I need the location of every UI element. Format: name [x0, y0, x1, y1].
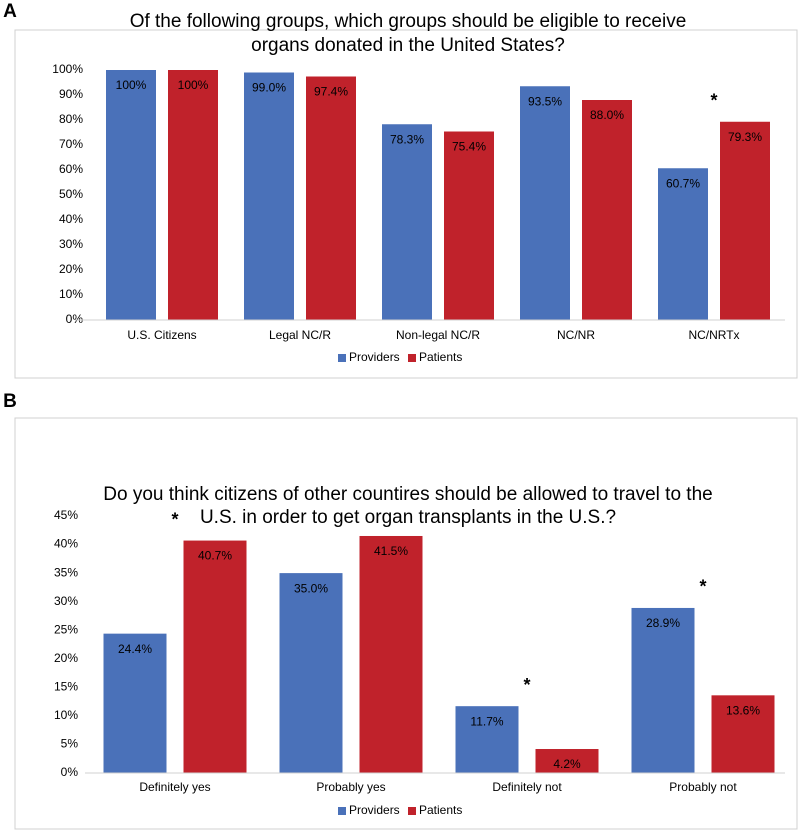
legend-label: Patients: [419, 350, 462, 364]
data-label: 100%: [116, 78, 147, 92]
legend-swatch: [338, 807, 346, 815]
data-label: 41.5%: [374, 544, 408, 558]
y-tick-label: 90%: [59, 87, 83, 101]
x-tick-label: NC/NRTx: [688, 328, 739, 342]
y-tick-label: 80%: [59, 112, 83, 126]
y-tick-label: 10%: [54, 708, 78, 722]
data-label: 11.7%: [470, 714, 503, 728]
y-tick-label: 40%: [59, 212, 83, 226]
legend-label: Patients: [419, 803, 462, 817]
y-tick-label: 25%: [54, 622, 78, 636]
data-label: 60.7%: [666, 176, 700, 190]
bar: [535, 749, 599, 773]
bar: [279, 573, 343, 773]
bar: [711, 695, 775, 773]
bar: [720, 121, 770, 320]
bar: [103, 633, 167, 773]
legend-label: Providers: [349, 350, 400, 364]
data-label: 28.9%: [646, 616, 680, 630]
bar: [168, 70, 218, 320]
bar: [183, 540, 247, 773]
bar: [244, 72, 294, 320]
data-label: 35.0%: [294, 581, 328, 595]
chart-title: organs donated in the United States?: [251, 35, 565, 56]
y-tick-label: 30%: [59, 237, 83, 251]
x-tick-label: Definitely not: [492, 780, 562, 794]
bar: [444, 131, 494, 320]
bar: [582, 100, 632, 320]
data-label: 99.0%: [252, 81, 286, 95]
x-tick-label: Probably not: [669, 780, 737, 794]
y-tick-label: 15%: [54, 680, 78, 694]
y-tick-label: 70%: [59, 137, 83, 151]
chart-title: Do you think citizens of other countires…: [103, 484, 712, 505]
y-tick-label: 40%: [54, 537, 78, 551]
panel-label: B: [3, 391, 17, 412]
y-tick-label: 50%: [59, 187, 83, 201]
data-label: 93.5%: [528, 94, 562, 108]
bar: [382, 124, 432, 320]
x-tick-label: Probably yes: [316, 780, 385, 794]
data-label: 97.4%: [314, 85, 348, 99]
bar: [631, 607, 695, 773]
y-tick-label: 35%: [54, 565, 78, 579]
data-label: 79.3%: [728, 130, 762, 144]
bar: [359, 535, 423, 773]
bar: [106, 70, 156, 320]
bar: [520, 86, 570, 320]
x-tick-label: NC/NR: [557, 328, 595, 342]
y-tick-label: 0%: [61, 765, 79, 779]
y-tick-label: 45%: [54, 508, 78, 522]
x-tick-label: Non-legal NC/R: [396, 328, 480, 342]
legend-label: Providers: [349, 803, 400, 817]
bar: [455, 706, 519, 773]
panel-label: A: [3, 1, 17, 22]
bar: [306, 76, 356, 320]
chart-title: Of the following groups, which groups sh…: [130, 11, 687, 32]
y-tick-label: 5%: [61, 737, 79, 751]
x-tick-label: U.S. Citizens: [127, 328, 196, 342]
bar: [658, 168, 708, 320]
annotation: *: [523, 675, 530, 695]
data-label: 4.2%: [553, 757, 581, 771]
data-label: 13.6%: [726, 704, 760, 718]
y-tick-label: 0%: [66, 312, 84, 326]
data-label: 78.3%: [390, 132, 424, 146]
data-label: 100%: [178, 78, 209, 92]
y-tick-label: 30%: [54, 594, 78, 608]
data-label: 75.4%: [452, 140, 486, 154]
data-label: 40.7%: [198, 549, 232, 563]
y-tick-label: 20%: [54, 651, 78, 665]
data-label: 24.4%: [118, 642, 152, 656]
x-tick-label: Definitely yes: [139, 780, 210, 794]
y-tick-label: 100%: [52, 62, 83, 76]
legend-swatch: [408, 807, 416, 815]
legend-swatch: [408, 354, 416, 362]
y-tick-label: 60%: [59, 162, 83, 176]
x-tick-label: Legal NC/R: [269, 328, 331, 342]
annotation: *: [699, 577, 706, 597]
y-tick-label: 10%: [59, 287, 83, 301]
y-tick-label: 20%: [59, 262, 83, 276]
data-label: 88.0%: [590, 108, 624, 122]
chart-title: U.S. in order to get organ transplants i…: [200, 507, 616, 528]
annotation: *: [710, 91, 717, 111]
legend-swatch: [338, 354, 346, 362]
annotation: *: [171, 509, 178, 529]
